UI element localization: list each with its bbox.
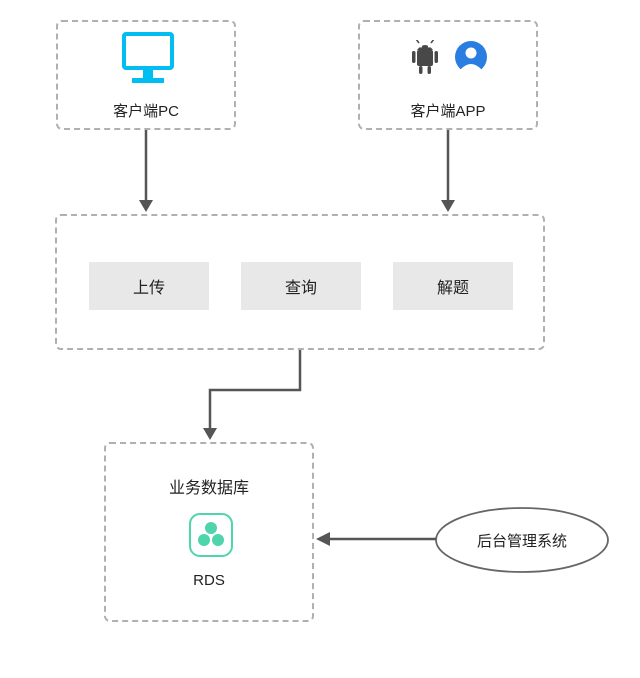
admin-label: 后台管理系统: [432, 530, 612, 551]
arrow-pc-to-middle: [128, 130, 168, 214]
android-icon: [410, 40, 440, 76]
client-pc-label: 客户端PC: [58, 100, 234, 121]
client-app-box: 客户端APP: [358, 20, 538, 130]
rds-icon: [186, 510, 236, 560]
actions-box: 上传 查询 解题: [55, 214, 545, 350]
client-app-label: 客户端APP: [360, 100, 536, 121]
db-title: 业务数据库: [106, 474, 312, 498]
client-pc-box: 客户端PC: [56, 20, 236, 130]
arrow-middle-to-db: [200, 350, 320, 442]
arrow-admin-to-db: [314, 524, 438, 554]
db-box: 业务数据库 RDS: [104, 442, 314, 622]
arrow-app-to-middle: [430, 130, 470, 214]
action-solve: 解题: [393, 262, 513, 310]
action-upload: 上传: [89, 262, 209, 310]
user-icon: [454, 40, 488, 74]
monitor-icon: [118, 30, 178, 86]
action-query: 查询: [241, 262, 361, 310]
db-label: RDS: [106, 572, 312, 589]
